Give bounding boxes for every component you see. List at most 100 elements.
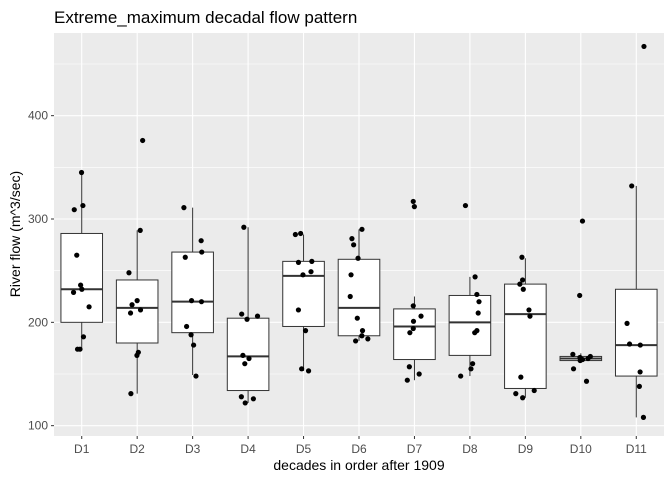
- data-point: [198, 299, 205, 305]
- data-point: [520, 395, 526, 401]
- data-point: [74, 252, 80, 258]
- data-point: [475, 310, 481, 316]
- box-body: [115, 279, 159, 344]
- data-point: [513, 391, 519, 397]
- data-point: [520, 286, 526, 292]
- data-point: [242, 361, 248, 367]
- data-point: [79, 286, 85, 292]
- box-body: [614, 288, 658, 377]
- data-point: [128, 391, 134, 397]
- data-point: [351, 242, 357, 248]
- box-body: [282, 260, 325, 327]
- data-point: [577, 357, 583, 364]
- data-point: [637, 342, 643, 348]
- data-point: [250, 396, 256, 402]
- data-point: [519, 254, 525, 260]
- data-point: [579, 218, 586, 224]
- data-point: [531, 387, 537, 394]
- data-point: [302, 328, 309, 334]
- data-point: [641, 43, 647, 50]
- x-tick-label: D3: [185, 442, 201, 456]
- data-point: [458, 373, 464, 379]
- y-tick-label: 400: [28, 109, 48, 123]
- data-point: [577, 292, 583, 299]
- points-layer: [70, 43, 647, 420]
- data-point: [410, 198, 416, 205]
- x-tick-label: D1: [74, 442, 90, 456]
- x-tick-label: D11: [626, 442, 647, 456]
- data-point: [410, 318, 417, 324]
- y-axis-title: River flow (m^3/sec): [7, 171, 23, 297]
- y-tick-label: 300: [28, 212, 48, 226]
- box-D5: [282, 234, 325, 371]
- x-axis: D1 D2 D3 D4 D5 D6 D7 D8 D9 D10 D11: [74, 436, 647, 456]
- data-point: [570, 366, 577, 372]
- data-point: [349, 236, 355, 242]
- x-tick-label: D2: [130, 442, 146, 456]
- data-point: [640, 414, 647, 420]
- data-point: [126, 270, 132, 276]
- data-point: [474, 291, 480, 298]
- x-tick-label: D7: [407, 442, 423, 456]
- data-point: [242, 400, 248, 406]
- chart-title: Extreme_maximum decadal flow pattern: [54, 8, 357, 27]
- data-point: [137, 307, 144, 313]
- data-point: [359, 333, 365, 339]
- data-point: [254, 313, 261, 319]
- data-point: [472, 330, 478, 336]
- boxes-layer: [60, 172, 658, 418]
- data-point: [199, 249, 205, 255]
- data-point: [518, 374, 524, 380]
- x-tick-label: D5: [296, 442, 312, 456]
- data-point: [308, 269, 314, 275]
- data-point: [359, 226, 365, 232]
- data-point: [407, 330, 413, 336]
- data-point: [636, 383, 642, 389]
- data-point: [78, 282, 84, 288]
- box-body: [337, 258, 381, 337]
- data-point: [244, 316, 250, 322]
- data-point: [298, 230, 304, 237]
- data-point: [519, 277, 526, 283]
- box-D6: [337, 229, 381, 341]
- data-point: [239, 311, 245, 317]
- data-point: [70, 289, 77, 295]
- x-tick-label: D6: [351, 442, 367, 456]
- data-point: [80, 202, 86, 209]
- data-point: [404, 377, 410, 383]
- data-point: [476, 299, 482, 305]
- data-point: [626, 341, 633, 347]
- box-D9: [504, 258, 547, 398]
- data-point: [305, 368, 312, 374]
- data-point: [410, 325, 416, 332]
- data-point: [355, 255, 361, 261]
- x-tick-label: D10: [570, 442, 592, 456]
- data-point: [411, 204, 417, 210]
- box-body: [393, 308, 436, 361]
- data-point: [134, 298, 140, 304]
- box-D7: [393, 296, 436, 381]
- data-point: [193, 373, 199, 379]
- data-point: [517, 281, 523, 287]
- data-point: [184, 323, 190, 330]
- data-point: [300, 272, 306, 278]
- data-point: [470, 361, 476, 367]
- x-tick-label: D8: [462, 442, 478, 456]
- data-point: [527, 313, 533, 319]
- data-point: [134, 352, 140, 358]
- data-point: [472, 274, 478, 280]
- data-point: [410, 303, 416, 309]
- data-point: [80, 334, 87, 340]
- x-axis-title: decades in order after 1909: [273, 457, 444, 473]
- data-point: [406, 364, 412, 370]
- data-point: [198, 238, 204, 244]
- data-point: [295, 259, 302, 265]
- data-point: [526, 307, 532, 313]
- data-point: [295, 307, 302, 313]
- box-D3: [171, 207, 214, 376]
- data-point: [637, 369, 643, 375]
- data-point: [416, 371, 422, 377]
- data-point: [188, 298, 195, 304]
- data-point: [299, 366, 305, 372]
